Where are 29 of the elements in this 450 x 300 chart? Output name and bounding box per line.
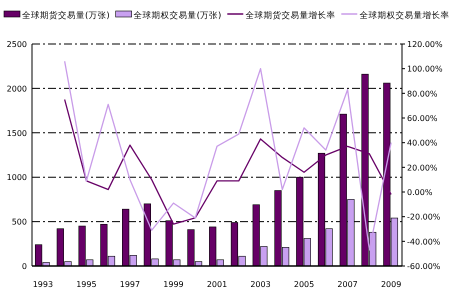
x-tick-label: 1993 bbox=[32, 280, 54, 289]
legend-label: 全球期权交易量(万张) bbox=[134, 10, 222, 21]
y2-tick-label: 0.00% bbox=[407, 188, 433, 197]
y2-tick-label: 60.00% bbox=[407, 114, 438, 123]
x-tick-label: 2009 bbox=[380, 280, 402, 289]
x-tick-label: 2003 bbox=[250, 280, 271, 289]
y2-tick-label: -40.00% bbox=[407, 237, 441, 246]
legend-label: 全球期货交易量增长率 bbox=[245, 10, 336, 21]
x-tick-label: 2001 bbox=[206, 280, 228, 289]
x-tick-label: 1997 bbox=[120, 280, 140, 289]
y2-tick-label: 100.00% bbox=[407, 64, 443, 74]
y2-tick-label: 120.00% bbox=[407, 40, 443, 49]
y-tick-label: 2500 bbox=[6, 40, 27, 49]
y-tick-label: 2000 bbox=[6, 84, 27, 94]
y2-tick-label: 20.00% bbox=[407, 163, 438, 172]
legend-label: 全球期货交易量(万张) bbox=[22, 10, 110, 21]
x-tick-label: 2005 bbox=[294, 280, 314, 289]
y-tick-label: 1500 bbox=[6, 128, 27, 138]
x-tick-label: 2007 bbox=[337, 280, 358, 289]
y2-tick-label: 40.00% bbox=[407, 138, 438, 148]
x-tick-label: 1995 bbox=[76, 280, 97, 289]
legend-label: 全球期权交易量增长率 bbox=[359, 10, 450, 21]
y2-tick-label: -60.00% bbox=[407, 262, 441, 271]
y-tick-label: 0 bbox=[22, 262, 27, 271]
y2-tick-label: -20.00% bbox=[407, 212, 441, 222]
y-tick-label: 1000 bbox=[6, 173, 27, 182]
x-tick-label: 1999 bbox=[163, 280, 184, 289]
y2-tick-label: 80.00% bbox=[407, 89, 438, 98]
y-tick-label: 500 bbox=[12, 218, 27, 227]
